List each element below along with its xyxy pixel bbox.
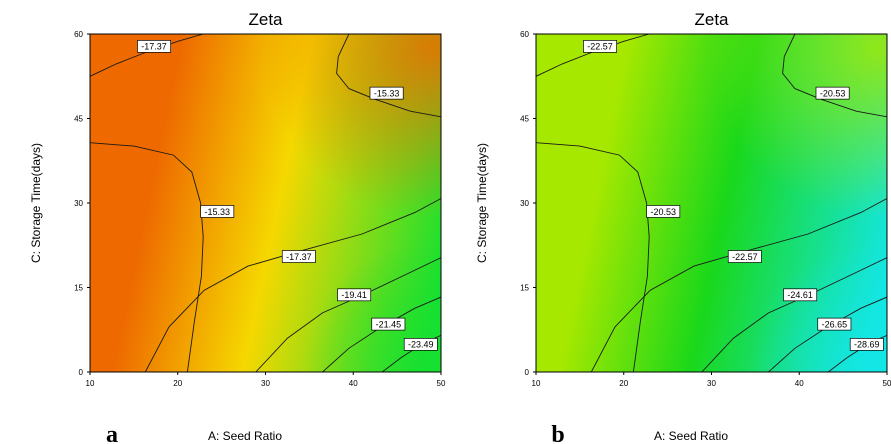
x-tick-label: 30 — [707, 379, 716, 388]
y-tick-label: 60 — [74, 30, 83, 39]
y-axis-title: C: Storage Time(days) — [475, 143, 489, 263]
contour-label: -22.57 — [583, 40, 618, 53]
contour-line — [590, 198, 887, 372]
contour-label-text: -22.57 — [732, 252, 758, 262]
x-tick-label: 40 — [349, 379, 358, 388]
contour-label-text: -21.45 — [376, 319, 402, 329]
y-tick-label: 30 — [520, 199, 529, 208]
contour-label: -20.53 — [815, 86, 850, 100]
contour-label-text: -15.33 — [204, 207, 230, 217]
x-axis-title: A: Seed Ratio — [208, 429, 282, 443]
zeta-contour-panel-a: -15.33 -15.33 -17.37 -17.37 -19.41 -21.45 -23.… — [29, 10, 446, 444]
contour-label-text: -17.37 — [286, 252, 312, 262]
contour-line — [255, 257, 441, 372]
contour-label: -15.33 — [200, 205, 235, 218]
contour-label: -26.65 — [817, 317, 852, 331]
contour-label: -28.69 — [849, 338, 884, 351]
panel-letter: a — [106, 422, 118, 444]
x-axis-title: A: Seed Ratio — [654, 429, 728, 443]
chart-title: Zeta — [694, 10, 729, 29]
contour-label: -17.37 — [137, 40, 172, 53]
contour-line — [782, 34, 887, 118]
contour-label-text: -22.57 — [587, 42, 613, 52]
y-tick-label: 45 — [520, 115, 529, 124]
contour-label: -23.49 — [403, 338, 438, 351]
contour-line — [536, 142, 650, 372]
chart-title: Zeta — [248, 10, 283, 29]
x-tick-label: 50 — [437, 379, 446, 388]
contour-label-text: -20.53 — [820, 88, 846, 98]
contour-chart-b: -20.53 -20.53 -22.57 -22.57 -24.61 -26.65 -28.… — [475, 10, 891, 444]
contour-label-text: -19.41 — [341, 290, 367, 300]
contour-label: -20.53 — [646, 205, 681, 218]
contour-label: -24.61 — [783, 288, 818, 302]
contour-label-text: -17.37 — [141, 42, 167, 52]
contour-label: -17.37 — [281, 250, 316, 263]
contour-label-text: -15.33 — [374, 88, 400, 98]
y-tick-label: 30 — [74, 199, 83, 208]
contour-label: -15.33 — [369, 86, 404, 100]
y-tick-label: 0 — [79, 368, 84, 377]
contour-label-text: -23.49 — [408, 340, 434, 350]
x-tick-label: 30 — [261, 379, 270, 388]
y-axis-title: C: Storage Time(days) — [29, 143, 43, 263]
contour-label: -22.57 — [727, 250, 762, 263]
x-tick-label: 10 — [532, 379, 541, 388]
contour-label: -21.45 — [371, 317, 406, 331]
x-tick-label: 20 — [619, 379, 628, 388]
y-tick-label: 15 — [74, 284, 83, 293]
x-tick-label: 40 — [795, 379, 804, 388]
contour-chart-a: -15.33 -15.33 -17.37 -17.37 -19.41 -21.45 -23.… — [29, 10, 446, 444]
x-tick-label: 10 — [86, 379, 95, 388]
contour-label-text: -24.61 — [787, 290, 813, 300]
contour-label-text: -20.53 — [650, 207, 676, 217]
x-tick-label: 20 — [173, 379, 182, 388]
contour-line — [90, 142, 204, 372]
contour-label: -19.41 — [337, 288, 372, 302]
panel-letter: b — [551, 422, 564, 444]
y-tick-label: 45 — [74, 115, 83, 124]
contour-line — [144, 198, 441, 372]
contour-line — [336, 34, 441, 118]
contour-line — [701, 257, 887, 372]
contour-label-text: -28.69 — [854, 340, 880, 350]
y-tick-label: 15 — [520, 284, 529, 293]
contour-label-text: -26.65 — [822, 319, 848, 329]
y-tick-label: 60 — [520, 30, 529, 39]
zeta-contour-panel-b: -20.53 -20.53 -22.57 -22.57 -24.61 -26.65 -28.… — [446, 0, 891, 444]
x-tick-label: 50 — [883, 379, 891, 388]
y-tick-label: 0 — [525, 368, 530, 377]
